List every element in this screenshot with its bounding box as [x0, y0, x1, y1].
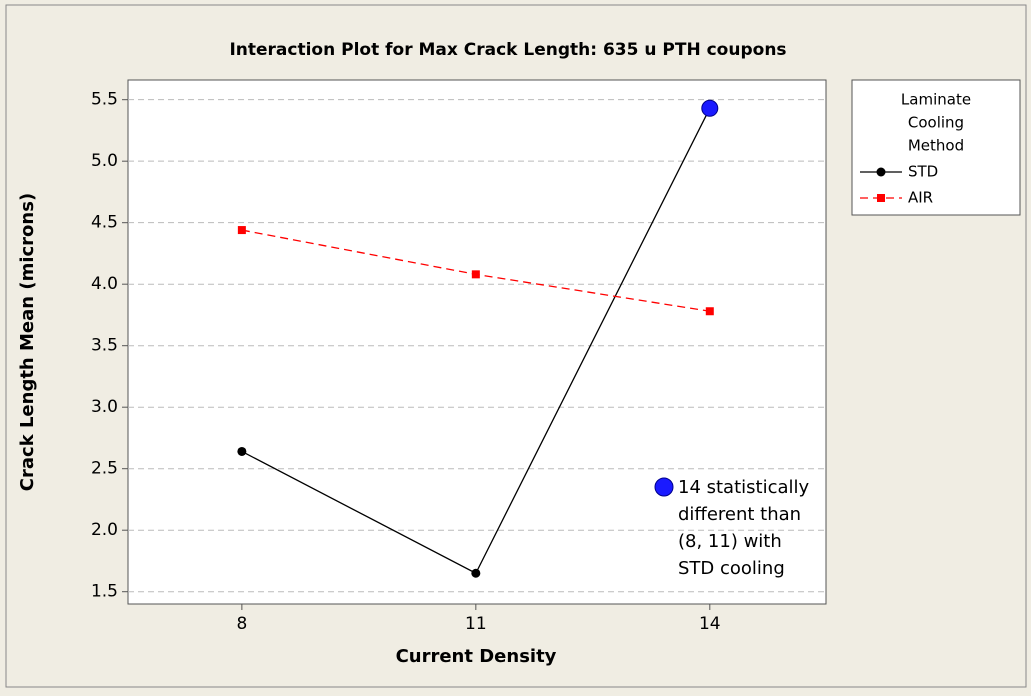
legend-marker — [876, 167, 886, 177]
legend-label: AIR — [908, 189, 933, 207]
legend-marker — [877, 194, 885, 202]
chart-title: Interaction Plot for Max Crack Length: 6… — [229, 40, 786, 60]
point — [237, 446, 247, 456]
point — [237, 226, 246, 235]
plot-area — [127, 79, 827, 605]
annotation-marker — [654, 477, 674, 497]
y-tick-label: 1.5 — [91, 582, 118, 602]
highlight-point — [701, 99, 719, 117]
x-tick-label: 11 — [465, 614, 487, 634]
annotation: different than — [678, 504, 801, 525]
y-tick-label: 3.0 — [91, 397, 118, 417]
legend-title: Laminate — [901, 91, 971, 109]
y-tick-label: 4.0 — [91, 274, 118, 294]
y-tick-label: 3.5 — [91, 336, 118, 356]
legend-label: STD — [908, 163, 938, 181]
annotation: 14 statistically — [678, 477, 810, 498]
y-tick-label: 5.0 — [91, 151, 118, 171]
x-tick-label: 14 — [699, 614, 721, 634]
y-tick-label: 2.0 — [91, 520, 118, 540]
x-tick-label: 8 — [236, 614, 247, 634]
y-axis-label: Crack Length Mean (microns) — [17, 193, 38, 491]
point — [471, 568, 481, 578]
annotation: STD cooling — [678, 558, 785, 579]
legend-title: Cooling — [908, 114, 964, 132]
y-tick-label: 4.5 — [91, 213, 118, 233]
legend-title: Method — [908, 137, 964, 155]
y-tick-label: 5.5 — [91, 90, 118, 110]
x-axis-label: Current Density — [396, 646, 557, 667]
annotation: (8, 11) with — [678, 531, 782, 552]
point — [471, 270, 480, 279]
point — [705, 307, 714, 316]
y-tick-label: 2.5 — [91, 459, 118, 479]
legend-box — [851, 79, 1021, 216]
